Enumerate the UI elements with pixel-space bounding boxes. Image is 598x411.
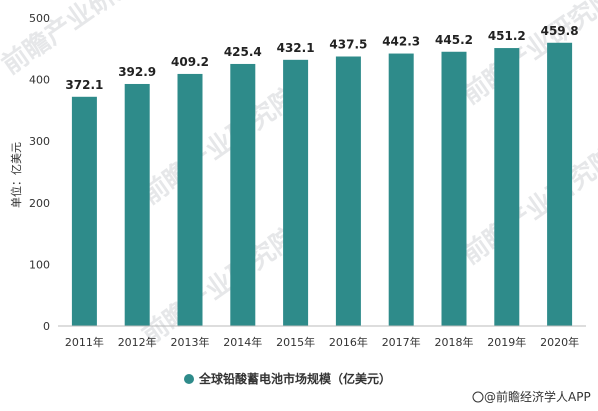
data-label: 392.9 [118, 65, 156, 79]
watermark-text: 前瞻产业研究院 [456, 141, 598, 271]
x-tick-label: 2015年 [276, 335, 315, 349]
bar [124, 83, 150, 326]
bar [177, 73, 203, 326]
legend-marker [184, 374, 194, 384]
bar [547, 42, 573, 327]
watermark-text: 前瞻产业研究院 [136, 81, 303, 211]
x-tick-label: 2020年 [540, 335, 579, 349]
data-label: 445.2 [435, 33, 473, 47]
y-axis-label: 单位：亿美元 [9, 142, 23, 208]
legend: 全球铅酸蓄电池市场规模（亿美元） [184, 371, 391, 386]
bar [388, 53, 414, 326]
data-label: 437.5 [329, 38, 367, 52]
x-tick-labels: 2011年 2012年 2013年 2014年 2015年 2016年 2017年 2018年… [65, 335, 579, 349]
x-tick-label: 2018年 [435, 335, 474, 349]
credit: @前瞻经济学人APP [472, 389, 591, 404]
data-label: 451.2 [488, 29, 526, 43]
x-tick-label: 2013年 [171, 335, 210, 349]
data-label: 425.4 [224, 45, 262, 59]
data-labels: 372.1 392.9 409.2 425.4 432.1 437.5 442.3 445.2… [65, 24, 578, 92]
x-tick-label: 2019年 [487, 335, 526, 349]
y-tick-label: 0 [43, 320, 50, 333]
x-tick-label: 2017年 [382, 335, 421, 349]
y-tick-label: 300 [29, 135, 50, 148]
y-tick-label: 400 [29, 74, 50, 87]
legend-label: 全球铅酸蓄电池市场规模（亿美元） [198, 371, 391, 386]
data-label: 432.1 [277, 41, 315, 55]
bar [71, 96, 97, 326]
y-tick-labels: 0 100 200 300 400 500 [29, 12, 50, 333]
watermark-text: 前瞻产业研究院 [136, 221, 303, 351]
x-tick-label: 2016年 [329, 335, 368, 349]
x-tick-label: 2014年 [223, 335, 262, 349]
watermark-text: 前瞻产业研究院 [456, 0, 598, 111]
y-tick-label: 200 [29, 197, 50, 210]
data-label: 442.3 [382, 35, 420, 49]
bar [494, 48, 520, 327]
bar [230, 63, 256, 326]
y-tick-label: 500 [29, 12, 50, 25]
credit-text: @前瞻经济学人APP [484, 389, 591, 404]
copyright-icon [472, 391, 484, 403]
bars [71, 42, 573, 327]
bar [335, 56, 361, 326]
data-label: 459.8 [541, 24, 579, 38]
x-tick-label: 2012年 [118, 335, 157, 349]
y-tick-label: 100 [29, 258, 50, 271]
x-tick-label: 2011年 [65, 335, 104, 349]
data-label: 409.2 [171, 55, 209, 69]
bar [283, 59, 309, 326]
bar [441, 51, 467, 326]
data-label: 372.1 [65, 78, 103, 92]
